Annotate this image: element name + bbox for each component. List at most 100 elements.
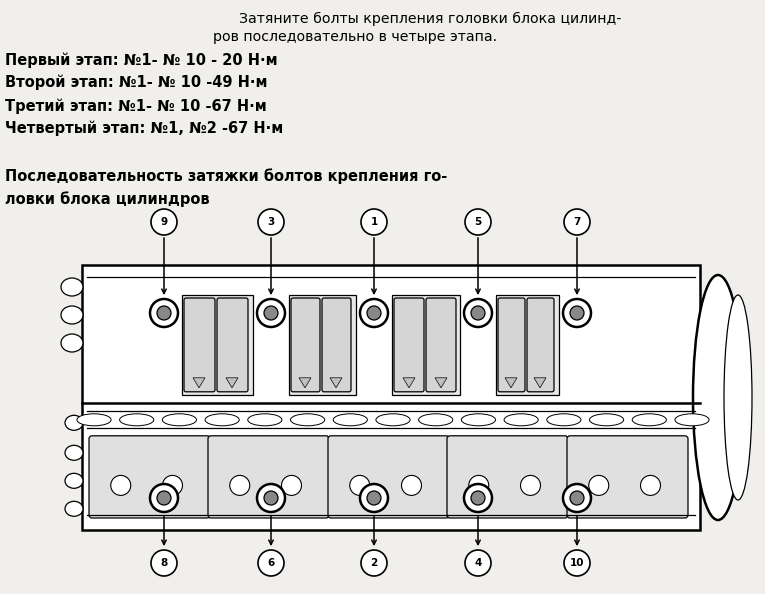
- Circle shape: [151, 550, 177, 576]
- Ellipse shape: [376, 414, 410, 426]
- Bar: [289, 295, 356, 395]
- Polygon shape: [193, 378, 205, 388]
- Ellipse shape: [205, 414, 239, 426]
- Text: 9: 9: [161, 217, 168, 227]
- Text: 8: 8: [161, 558, 168, 568]
- FancyBboxPatch shape: [567, 436, 688, 518]
- FancyBboxPatch shape: [447, 436, 568, 518]
- Circle shape: [157, 491, 171, 505]
- Text: 6: 6: [268, 558, 275, 568]
- Ellipse shape: [65, 415, 83, 430]
- Ellipse shape: [632, 414, 666, 426]
- Circle shape: [361, 209, 387, 235]
- Circle shape: [111, 475, 131, 495]
- Text: Четвертый этап: №1, №2 -67 Н·м: Четвертый этап: №1, №2 -67 Н·м: [5, 121, 283, 137]
- Text: 4: 4: [474, 558, 482, 568]
- Circle shape: [360, 484, 388, 512]
- Circle shape: [150, 484, 178, 512]
- Text: 5: 5: [474, 217, 482, 227]
- Circle shape: [465, 550, 491, 576]
- Circle shape: [471, 491, 485, 505]
- Ellipse shape: [61, 278, 83, 296]
- Ellipse shape: [291, 414, 324, 426]
- Circle shape: [361, 550, 387, 576]
- Text: 3: 3: [268, 217, 275, 227]
- Circle shape: [360, 299, 388, 327]
- Polygon shape: [299, 378, 311, 388]
- Circle shape: [151, 209, 177, 235]
- Text: Последовательность затяжки болтов крепления го-: Последовательность затяжки болтов крепле…: [5, 168, 448, 184]
- Circle shape: [465, 209, 491, 235]
- Circle shape: [564, 550, 590, 576]
- FancyBboxPatch shape: [527, 298, 554, 392]
- Polygon shape: [505, 378, 517, 388]
- Circle shape: [640, 475, 660, 495]
- Ellipse shape: [65, 473, 83, 488]
- Text: Первый этап: №1- № 10 - 20 Н·м: Первый этап: №1- № 10 - 20 Н·м: [5, 52, 278, 68]
- FancyBboxPatch shape: [394, 298, 424, 392]
- Circle shape: [367, 491, 381, 505]
- Circle shape: [402, 475, 422, 495]
- Circle shape: [570, 306, 584, 320]
- Bar: [392, 295, 460, 395]
- Ellipse shape: [61, 334, 83, 352]
- FancyBboxPatch shape: [217, 298, 248, 392]
- Circle shape: [257, 484, 285, 512]
- Ellipse shape: [693, 275, 743, 520]
- FancyBboxPatch shape: [184, 298, 215, 392]
- Text: Затяните болты крепления головки блока цилинд-: Затяните болты крепления головки блока ц…: [239, 12, 621, 26]
- FancyBboxPatch shape: [328, 436, 449, 518]
- Circle shape: [464, 484, 492, 512]
- Circle shape: [564, 209, 590, 235]
- Circle shape: [162, 475, 183, 495]
- Ellipse shape: [461, 414, 496, 426]
- Ellipse shape: [724, 295, 752, 500]
- Polygon shape: [330, 378, 342, 388]
- Circle shape: [264, 306, 278, 320]
- Circle shape: [150, 299, 178, 327]
- Circle shape: [589, 475, 609, 495]
- Text: ров последовательно в четыре этапа.: ров последовательно в четыре этапа.: [213, 30, 497, 44]
- Ellipse shape: [162, 414, 197, 426]
- Circle shape: [563, 299, 591, 327]
- FancyBboxPatch shape: [498, 298, 525, 392]
- Text: 7: 7: [573, 217, 581, 227]
- Polygon shape: [534, 378, 546, 388]
- Ellipse shape: [547, 414, 581, 426]
- Ellipse shape: [504, 414, 539, 426]
- Circle shape: [282, 475, 301, 495]
- Circle shape: [230, 475, 249, 495]
- Circle shape: [264, 491, 278, 505]
- Circle shape: [257, 299, 285, 327]
- FancyBboxPatch shape: [89, 436, 210, 518]
- Circle shape: [469, 475, 489, 495]
- FancyBboxPatch shape: [322, 298, 351, 392]
- Circle shape: [570, 491, 584, 505]
- Polygon shape: [435, 378, 447, 388]
- FancyBboxPatch shape: [208, 436, 329, 518]
- Text: Второй этап: №1- № 10 -49 Н·м: Второй этап: №1- № 10 -49 Н·м: [5, 75, 268, 90]
- Circle shape: [464, 299, 492, 327]
- Circle shape: [563, 484, 591, 512]
- FancyBboxPatch shape: [291, 298, 320, 392]
- Polygon shape: [226, 378, 238, 388]
- Circle shape: [258, 209, 284, 235]
- Ellipse shape: [590, 414, 623, 426]
- Text: 10: 10: [570, 558, 584, 568]
- FancyBboxPatch shape: [426, 298, 456, 392]
- Ellipse shape: [65, 446, 83, 460]
- Text: 1: 1: [370, 217, 378, 227]
- Bar: [182, 295, 253, 395]
- Text: 2: 2: [370, 558, 378, 568]
- Text: ловки блока цилиндров: ловки блока цилиндров: [5, 191, 210, 207]
- FancyBboxPatch shape: [82, 265, 700, 530]
- Ellipse shape: [61, 306, 83, 324]
- Ellipse shape: [77, 414, 111, 426]
- Ellipse shape: [675, 414, 709, 426]
- Ellipse shape: [119, 414, 154, 426]
- Text: Третий этап: №1- № 10 -67 Н·м: Третий этап: №1- № 10 -67 Н·м: [5, 98, 267, 113]
- Bar: [496, 295, 559, 395]
- Circle shape: [367, 306, 381, 320]
- Ellipse shape: [334, 414, 367, 426]
- Ellipse shape: [65, 501, 83, 516]
